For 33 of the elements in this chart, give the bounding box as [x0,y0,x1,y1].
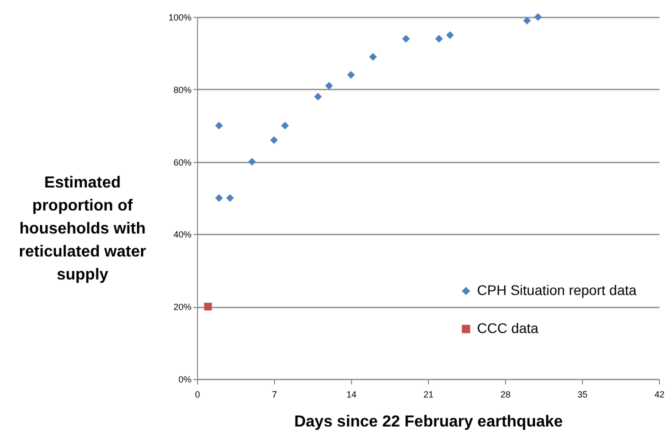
x-axis-title: Days since 22 February earthquake [294,414,563,430]
y-tick-label: 0% [178,374,192,384]
y-axis-title: Estimated proportion of households with reticulated water supply [18,174,146,284]
y-tick-label: 80% [173,84,192,95]
point [215,122,223,130]
point [347,71,355,79]
point [325,82,333,90]
point [248,158,256,166]
legend-label: CCC data [477,320,539,336]
x-tick-label: 14 [346,390,357,400]
point [226,194,234,202]
point [314,92,322,101]
y-tick-label: 60% [173,157,192,168]
x-tick-label: 0 [194,390,200,400]
x-tick-label: 35 [577,390,588,400]
y-tick-label: 40% [173,230,192,240]
x-tick-label: 42 [654,390,665,400]
point [435,34,443,43]
point [534,13,542,21]
point [369,52,377,61]
y-tick-label: 20% [173,302,192,312]
point [281,122,289,130]
point [523,16,531,24]
x-tick-label: 21 [423,390,434,400]
point [402,34,410,43]
point [270,136,278,144]
point [215,194,223,202]
point [446,31,454,39]
legend-label: CPH Situation report data [477,282,637,298]
x-tick-label: 28 [500,390,511,400]
point [204,302,212,310]
x-tick-label: 7 [272,390,278,400]
y-tick-label: 100% [168,12,192,22]
